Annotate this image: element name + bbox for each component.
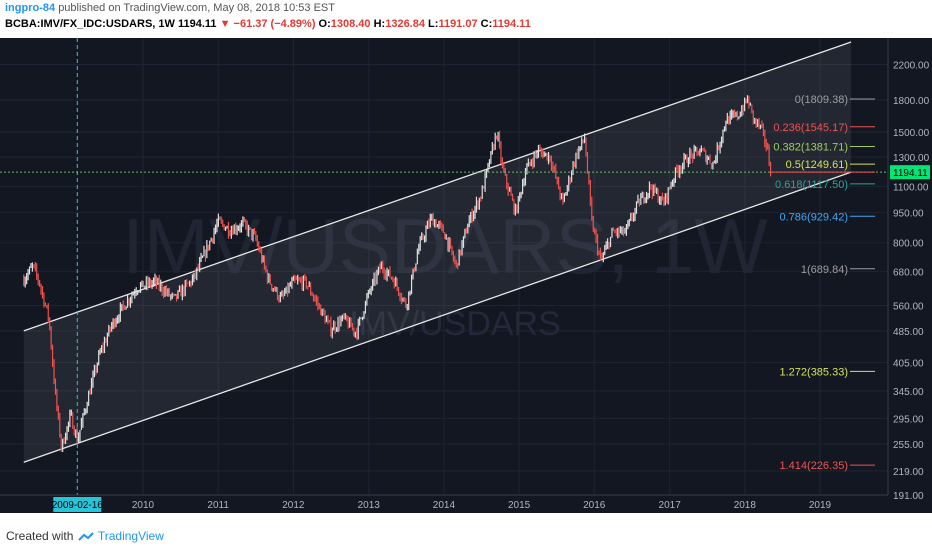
x-tick-label: 2019	[809, 500, 832, 511]
low-value: 1191.07	[438, 18, 478, 30]
last-price-tag-label: 1194.11	[893, 168, 928, 179]
last-price-tag	[890, 165, 930, 180]
y-tick-label: 1300.00	[893, 153, 930, 164]
fib-level-label: 0.786(929.42)	[780, 211, 849, 223]
x-tick-label: 2014	[433, 500, 456, 511]
fib-level-label: 0.618(1117.50)	[775, 179, 848, 191]
x-tick-label: 2017	[659, 500, 682, 511]
fib-level-label: 1.414(226.35)	[780, 460, 849, 472]
y-tick-label: 800.00	[893, 239, 924, 250]
x-tick-label: 2010	[132, 500, 155, 511]
x-tick-label: 2016	[583, 500, 606, 511]
price-change: ▼ −61.37 (−4.89%)	[219, 18, 316, 30]
open-value: 1308.40	[330, 18, 371, 30]
crosshair-date-label: 2009-02-16	[52, 500, 104, 511]
y-tick-label: 295.00	[893, 414, 924, 425]
channel-upper-line	[23, 41, 852, 332]
x-tick-label: 2012	[282, 500, 305, 511]
publish-info: published on TradingView.com, May 08, 20…	[58, 2, 335, 14]
y-tick-label: 191.00	[893, 491, 924, 502]
price-chart[interactable]: IMV/USDARS, 1WIMV/USDARS0(1809.38)0.236(…	[0, 38, 932, 513]
fib-level-label: 1(689.84)	[801, 264, 848, 276]
fib-level-label: 0.382(1381.71)	[773, 141, 848, 153]
chart-footer: Created with TradingView	[0, 513, 932, 550]
y-tick-label: 255.00	[893, 440, 924, 451]
x-tick-label: 2011	[207, 500, 229, 511]
y-tick-label: 680.00	[893, 267, 924, 278]
fib-level-label: 1.272(385.33)	[780, 366, 849, 378]
channel-lower-line	[23, 171, 852, 463]
y-tick-label: 345.00	[893, 387, 924, 398]
created-with: Created with TradingView	[6, 529, 164, 543]
y-tick-label: 2200.00	[893, 61, 930, 72]
symbol-line: BCBA:IMV/FX_IDC:USDARS, 1W 1194.11 ▼ −61…	[5, 18, 531, 30]
last-price: 1194.11	[177, 18, 217, 30]
tradingview-link[interactable]: TradingView	[97, 529, 164, 543]
fib-level-label: 0(1809.38)	[795, 94, 848, 106]
fib-level-label: 0.5(1249.61)	[786, 159, 848, 171]
y-tick-label: 405.00	[893, 359, 924, 370]
symbol-name: BCBA:IMV/FX_IDC:USDARS, 1W	[5, 18, 175, 30]
high-value: 1326.84	[385, 18, 425, 30]
y-tick-label: 485.00	[893, 327, 924, 338]
y-tick-label: 219.00	[893, 467, 924, 478]
chart-header: ingpro-84 published on TradingView.com, …	[0, 0, 932, 38]
x-tick-label: 2018	[734, 500, 757, 511]
y-tick-label: 560.00	[893, 302, 924, 313]
y-tick-label: 1100.00	[893, 183, 929, 194]
y-tick-label: 1500.00	[893, 128, 930, 139]
tradingview-logo-icon	[78, 532, 94, 541]
author-link[interactable]: ingpro-84	[5, 2, 56, 14]
publish-line: ingpro-84 published on TradingView.com, …	[5, 2, 335, 14]
y-tick-label: 950.00	[893, 208, 924, 219]
x-tick-label: 2015	[508, 500, 531, 511]
fib-level-label: 0.236(1545.17)	[773, 122, 848, 134]
x-tick-label: 2013	[358, 500, 381, 511]
crosshair-date-tag	[53, 497, 102, 512]
y-tick-label: 1800.00	[893, 96, 930, 107]
chart-plot[interactable]: IMV/USDARS, 1WIMV/USDARS0(1809.38)0.236(…	[0, 38, 932, 513]
channel-fill	[23, 42, 852, 463]
watermark-text: IMV/USDARS, 1W	[122, 202, 768, 290]
close-value: 1194.11	[492, 18, 531, 30]
